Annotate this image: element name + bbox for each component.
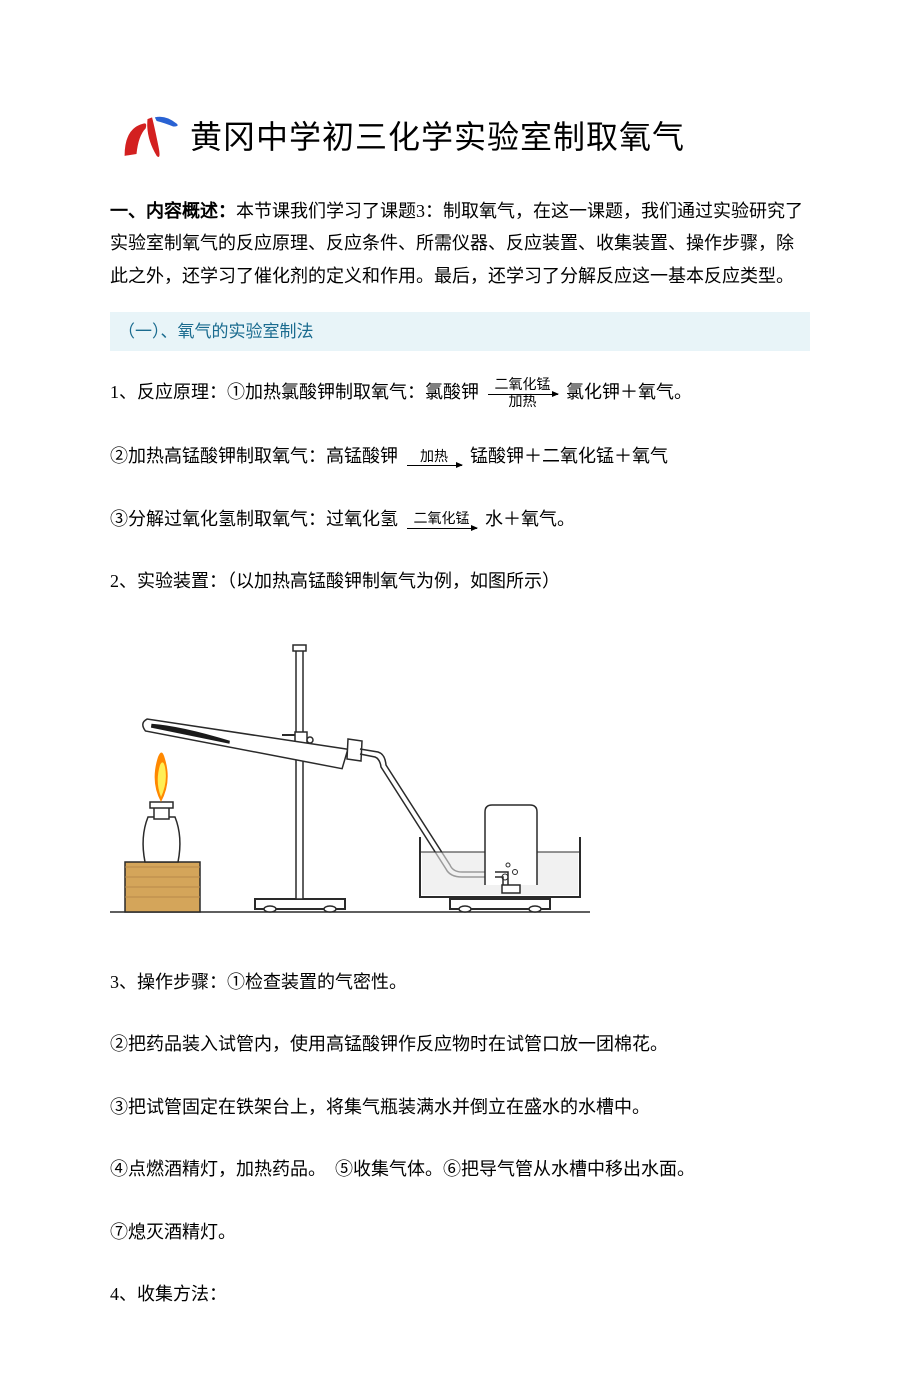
reaction-3: ③分解过氧化氢制取氧气：过氧化氢 二氧化锰 水＋氧气。 bbox=[110, 503, 810, 535]
step-4: ④点燃酒精灯，加热药品。 ⑤收集气体。⑥把导气管从水槽中移出水面。 bbox=[110, 1153, 810, 1185]
section-1-header: （一）、氧气的实验室制法 bbox=[110, 312, 810, 351]
step-1: 3、操作步骤：①检查装置的气密性。 bbox=[110, 966, 810, 998]
step-3: ③把试管固定在铁架台上，将集气瓶装满水并倒立在盛水的水槽中。 bbox=[110, 1091, 810, 1123]
reaction-3-suffix: 水＋氧气。 bbox=[485, 509, 575, 529]
apparatus-intro: 2、实验装置：（以加热高锰酸钾制氧气为例，如图所示） bbox=[110, 565, 810, 597]
reaction-1-suffix: 氯化钾＋氧气。 bbox=[566, 382, 692, 402]
apparatus-diagram bbox=[110, 637, 590, 927]
step-5: ⑦熄灭酒精灯。 bbox=[110, 1216, 810, 1248]
overview-label: 一、内容概述： bbox=[110, 201, 236, 221]
reaction-3-condition-top: 二氧化锰 bbox=[414, 512, 470, 527]
reaction-arrow-1: 二氧化锰 加热 bbox=[484, 378, 562, 410]
reaction-1-prefix: 1、反应原理：①加热氯酸钾制取氧气：氯酸钾 bbox=[110, 382, 479, 402]
reaction-1-condition-top: 二氧化锰 bbox=[495, 378, 551, 393]
reaction-3-prefix: ③分解过氧化氢制取氧气：过氧化氢 bbox=[110, 509, 398, 529]
page-title: 黄冈中学初三化学实验室制取氧气 bbox=[190, 112, 685, 163]
overview-paragraph: 一、内容概述：本节课我们学习了课题3：制取氧气，在这一课题，我们通过实验研究了实… bbox=[110, 195, 810, 292]
reaction-arrow-3: 二氧化锰 bbox=[403, 512, 481, 528]
reaction-2-condition-top: 加热 bbox=[420, 450, 448, 465]
reaction-1-condition-bottom: 加热 bbox=[509, 395, 537, 410]
page-header: 黄冈中学初三化学实验室制取氧气 bbox=[110, 110, 810, 165]
reaction-2-suffix: 锰酸钾＋二氧化锰＋氧气 bbox=[470, 446, 668, 466]
reaction-arrow-2: 加热 bbox=[403, 450, 466, 466]
collection-method: 4、收集方法： bbox=[110, 1278, 810, 1310]
reaction-2: ②加热高锰酸钾制取氧气：高锰酸钾 加热 锰酸钾＋二氧化锰＋氧气 bbox=[110, 440, 810, 472]
step-2: ②把药品装入试管内，使用高锰酸钾作反应物时在试管口放一团棉花。 bbox=[110, 1028, 810, 1060]
school-logo-icon bbox=[110, 110, 185, 165]
reaction-2-prefix: ②加热高锰酸钾制取氧气：高锰酸钾 bbox=[110, 446, 398, 466]
reaction-1: 1、反应原理：①加热氯酸钾制取氧气：氯酸钾 二氧化锰 加热 氯化钾＋氧气。 bbox=[110, 376, 810, 410]
